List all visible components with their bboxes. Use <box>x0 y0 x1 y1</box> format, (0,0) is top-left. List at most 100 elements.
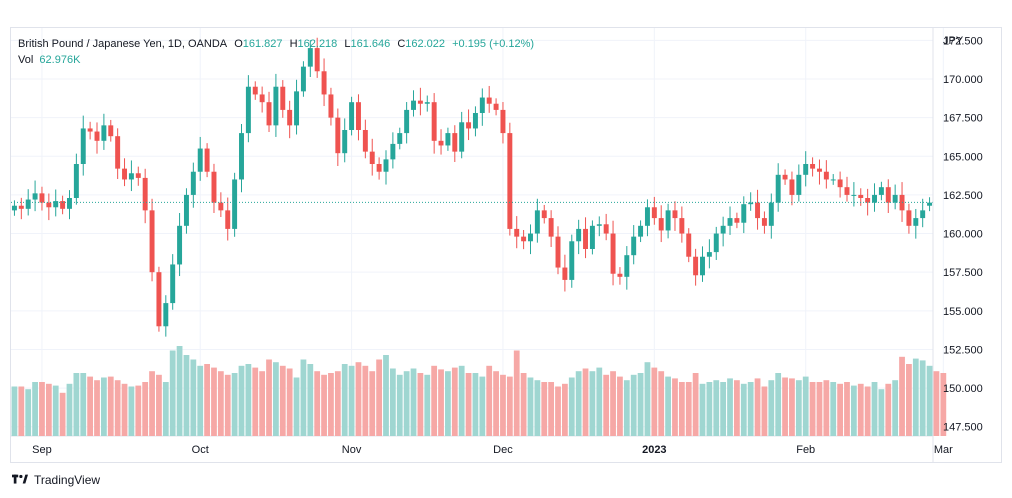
volume-bar <box>699 383 706 436</box>
candle-body <box>383 159 389 172</box>
volume-bar <box>899 356 905 436</box>
candle-body <box>713 233 719 253</box>
volume-bar <box>933 371 940 436</box>
candle-body <box>521 236 527 242</box>
candle-body <box>39 193 45 203</box>
candle-body <box>734 218 740 223</box>
candle-body <box>892 194 898 203</box>
candle-body <box>878 187 884 195</box>
volume-bar <box>149 371 155 436</box>
candle-body <box>686 233 692 257</box>
candle-body <box>328 94 334 118</box>
volume-bar <box>486 365 493 436</box>
candle-body <box>390 143 396 160</box>
candle-body <box>720 225 726 234</box>
candle-body <box>67 198 72 209</box>
volume-bar <box>156 374 162 436</box>
volume-bar <box>795 380 802 436</box>
candle-body <box>466 122 472 129</box>
volume-bar <box>892 380 899 436</box>
volume-bar <box>135 385 142 436</box>
volume-bar <box>823 380 830 436</box>
candle-body <box>307 48 313 67</box>
candle-body <box>287 109 293 126</box>
volume-bar <box>424 374 431 436</box>
volume-bar <box>25 389 32 436</box>
candle-body <box>872 194 877 203</box>
volume-bar <box>754 378 761 436</box>
volume-bar <box>610 371 616 436</box>
candle-body <box>583 228 589 249</box>
volume-bar <box>548 382 555 436</box>
y-tick-label: 155.000 <box>943 306 983 318</box>
footer[interactable]: TradingView <box>12 473 100 487</box>
candle-body <box>816 168 822 172</box>
volume-bar <box>940 373 947 436</box>
volume-bar <box>706 382 713 436</box>
candle-body <box>225 210 231 229</box>
volume-bar <box>582 368 589 436</box>
volume-bar <box>18 386 25 436</box>
volume-bar <box>293 377 300 436</box>
volume-bar <box>630 374 637 436</box>
volume-bar <box>493 371 499 436</box>
volume-bar <box>651 367 658 436</box>
volume-bar <box>623 380 630 436</box>
y-tick-label: 152.500 <box>943 344 983 356</box>
volume-bar <box>11 386 18 436</box>
volume-bar <box>259 371 266 436</box>
volume-bar <box>912 358 919 436</box>
x-tick-label: Feb <box>796 444 815 456</box>
instrument-title: British Pound / Japanese Yen, 1D, OANDA <box>18 38 228 50</box>
y-tick-label: 157.500 <box>943 267 983 279</box>
volume-bar <box>782 377 788 436</box>
candle-body <box>755 202 761 219</box>
candle-body <box>672 210 678 219</box>
candle-body <box>245 86 251 134</box>
volume-bar <box>245 364 252 436</box>
volume-bar <box>238 365 245 436</box>
volume-bar <box>575 371 582 436</box>
volume-bar <box>321 374 327 436</box>
volume-bar <box>217 371 224 436</box>
volume-bar <box>789 378 795 436</box>
volume-bar <box>403 371 410 436</box>
candle-body <box>170 264 176 304</box>
volume-bar <box>692 373 699 436</box>
x-tick-label: Mar <box>934 444 953 456</box>
candle-body <box>459 122 465 152</box>
volume-bar <box>176 346 183 436</box>
volume-bar <box>685 382 692 436</box>
volume-bar <box>775 373 782 436</box>
volume-bar <box>527 377 534 436</box>
candle-body <box>424 102 430 104</box>
candle-body <box>665 210 671 231</box>
volume-bar <box>197 365 204 436</box>
y-tick-label: 150.000 <box>943 383 983 395</box>
close-label: C <box>397 38 406 50</box>
x-tick-label: 2023 <box>642 444 666 456</box>
volume-bar <box>369 371 376 436</box>
candle-body <box>11 205 17 211</box>
volume-bar <box>300 359 307 436</box>
open-label: O <box>234 38 243 50</box>
candle-body <box>232 179 238 229</box>
volume-bar <box>747 382 754 436</box>
volume-bar <box>768 380 775 436</box>
volume-bar <box>142 382 149 436</box>
volume-bar <box>66 383 73 436</box>
volume-bar <box>561 383 568 436</box>
candle-body <box>700 256 705 276</box>
x-tick-label: Oct <box>192 444 209 456</box>
volume-bar <box>727 378 733 436</box>
volume-bar <box>816 382 823 436</box>
time-axis[interactable]: Sep Oct Nov Dec 2023 Feb Mar <box>32 444 953 456</box>
candle-body <box>252 86 258 95</box>
low-value: 161.646 <box>350 38 391 50</box>
volume-bar <box>52 385 59 436</box>
candle-body <box>122 168 128 180</box>
volume-bar <box>871 382 878 436</box>
candle-body <box>548 218 554 237</box>
